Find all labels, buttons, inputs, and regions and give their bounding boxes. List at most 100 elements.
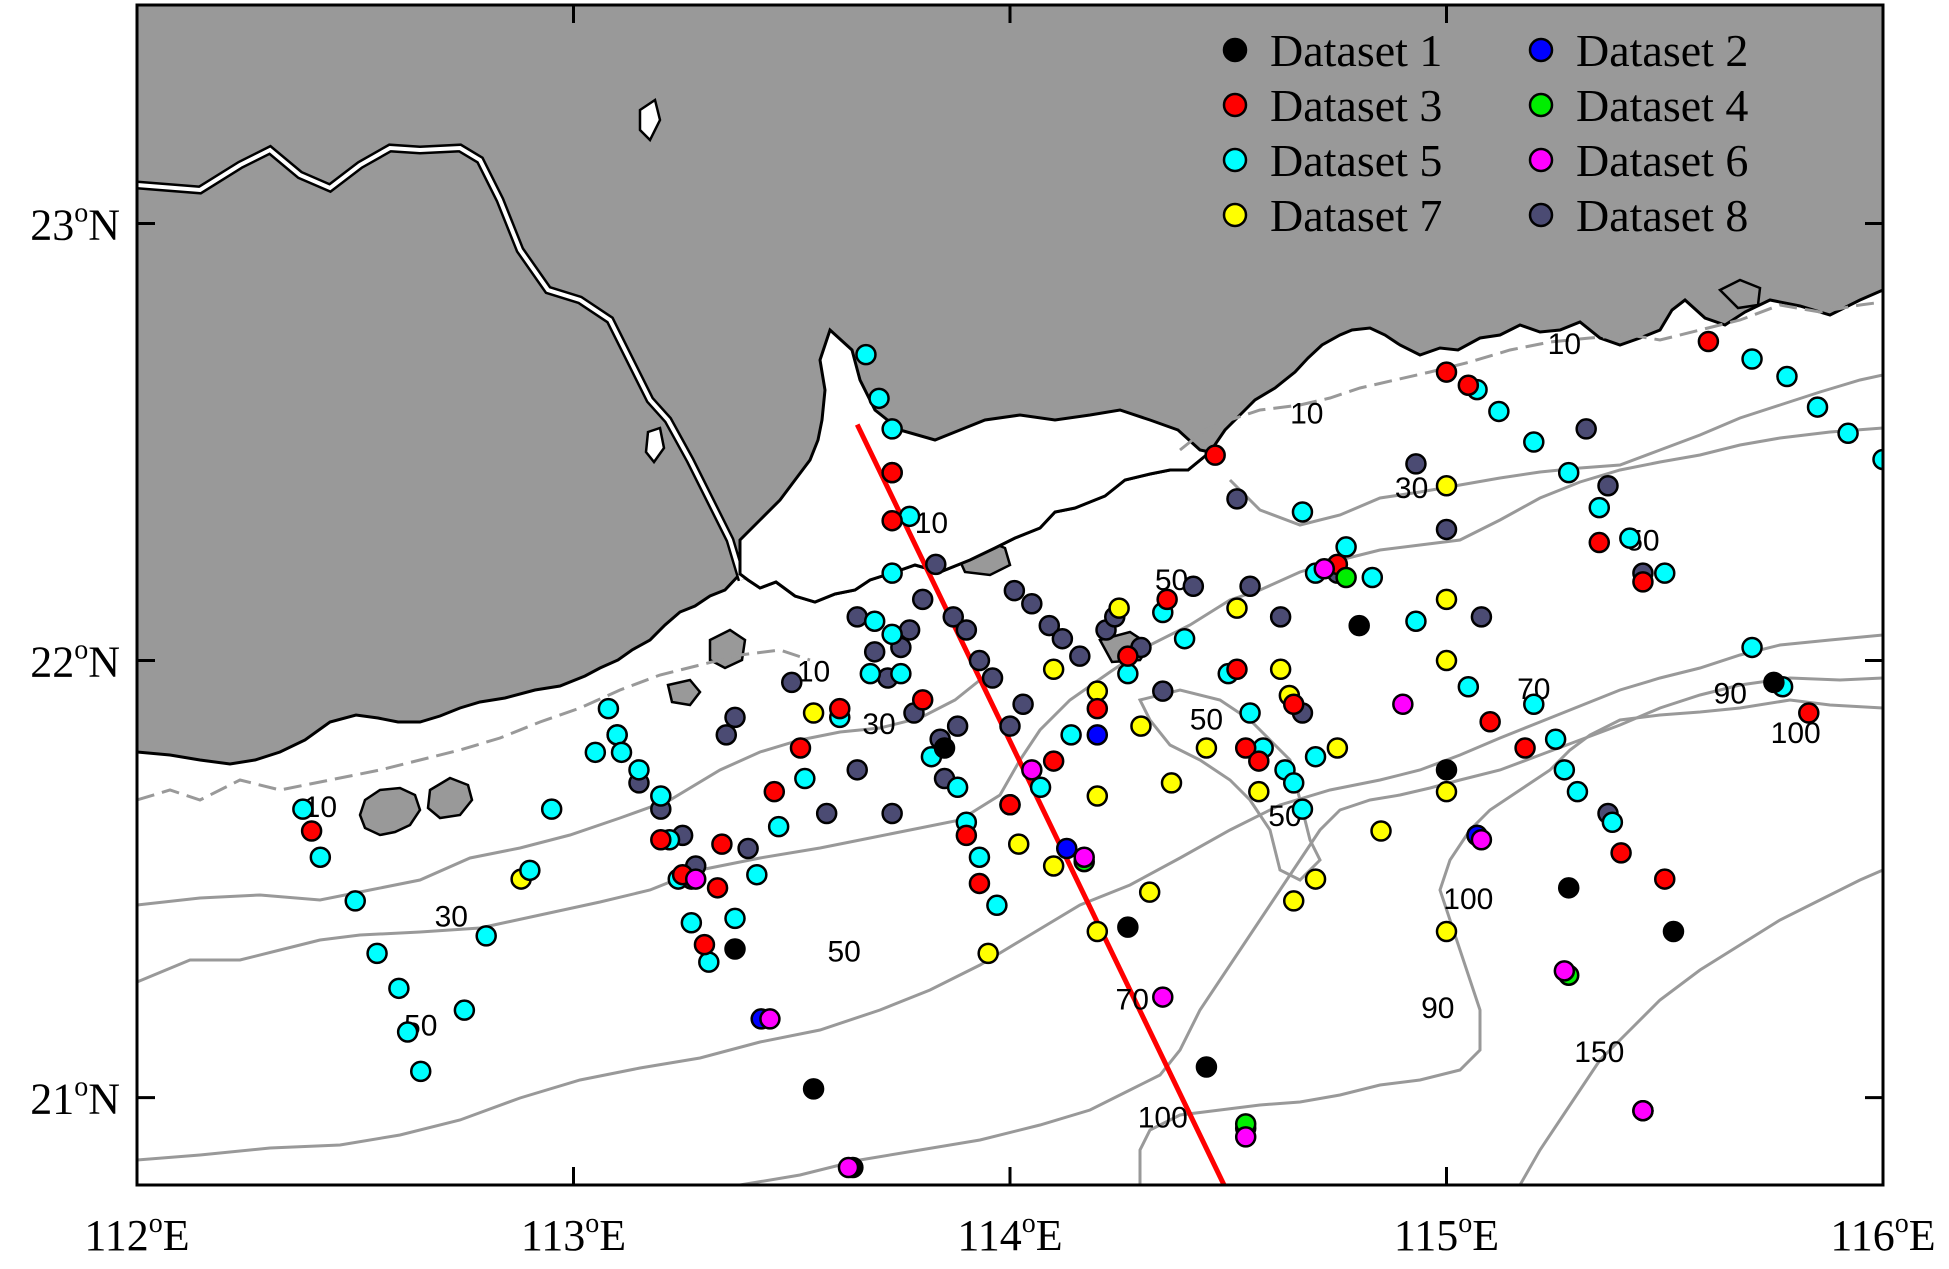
station-marker-d7 — [1435, 780, 1458, 803]
station-marker-d7 — [1042, 855, 1065, 877]
station-marker-d5 — [366, 942, 388, 965]
isobath-label: 150 — [1574, 1036, 1624, 1069]
station-marker-d3 — [1697, 330, 1720, 353]
station-marker-d1 — [1662, 920, 1685, 943]
island — [1717, 278, 1762, 310]
station-marker-d7 — [1086, 680, 1109, 702]
isobath-10 — [137, 648, 811, 802]
station-marker-d7 — [1108, 597, 1130, 619]
station-marker-d3 — [1514, 737, 1536, 759]
tick-hemisphere: E — [1472, 1211, 1499, 1260]
station-marker-d7 — [1226, 597, 1248, 619]
station-marker-d8 — [815, 802, 838, 825]
station-marker-d7 — [1160, 772, 1183, 794]
station-marker-d7 — [1248, 780, 1270, 803]
x-tick-label: 115oE — [1394, 1208, 1499, 1260]
station-marker-d6 — [1632, 1099, 1654, 1122]
station-marker-d3 — [1588, 531, 1611, 554]
river — [137, 145, 744, 581]
station-marker-d5 — [946, 776, 969, 799]
station-marker-d5 — [453, 999, 476, 1021]
station-marker-d6 — [1553, 960, 1576, 982]
station-marker-d5 — [610, 741, 633, 764]
station-marker-d6 — [1470, 828, 1493, 851]
degree-symbol: o — [1895, 1208, 1909, 1239]
legend-marker — [1528, 202, 1554, 228]
station-marker-d4 — [1335, 566, 1357, 589]
station-marker-d3 — [1479, 710, 1501, 733]
station-marker-d8 — [1152, 680, 1174, 702]
isobath-label: 50 — [827, 935, 860, 968]
degree-symbol: o — [149, 1208, 163, 1239]
station-marker-d5 — [863, 610, 886, 632]
station-marker-d5 — [1291, 501, 1314, 523]
station-marker-d2 — [1055, 837, 1078, 860]
station-marker-d3 — [763, 780, 786, 803]
station-marker-d8 — [1575, 418, 1597, 440]
tick-hemisphere: E — [163, 1211, 190, 1260]
station-marker-d5 — [1872, 448, 1883, 471]
legend-marker — [1528, 37, 1554, 63]
station-marker-d8 — [1012, 693, 1034, 716]
station-marker-d8 — [724, 706, 746, 729]
station-marker-d3 — [911, 689, 934, 711]
legend-label: Dataset 3 — [1270, 80, 1442, 131]
station-marker-d7 — [1435, 474, 1458, 497]
island — [666, 678, 702, 707]
station-marker-d6 — [1021, 759, 1043, 781]
x-tick-label: 116oE — [1830, 1208, 1935, 1260]
degree-symbol: o — [585, 1208, 599, 1239]
station-marker-d8 — [1239, 575, 1261, 598]
station-marker-d3 — [1282, 693, 1305, 716]
station-marker-d5 — [1741, 348, 1763, 370]
station-marker-d5 — [986, 894, 1008, 917]
legend-label: Dataset 8 — [1576, 190, 1748, 241]
degree-symbol: o — [74, 198, 88, 229]
station-marker-d5 — [584, 741, 607, 764]
isobath-label: 50 — [1190, 704, 1223, 737]
degree-symbol: o — [1022, 1208, 1036, 1239]
station-marker-d5 — [724, 907, 746, 930]
station-marker-d8 — [898, 619, 921, 641]
station-marker-d8 — [911, 588, 934, 611]
station-marker-d7 — [802, 702, 825, 724]
station-marker-d5 — [1117, 662, 1139, 685]
station-marker-d5 — [1553, 759, 1576, 781]
x-axis: 112oE 113oE 114oE 115oE 116oE — [84, 5, 1936, 1260]
station-marker-d8 — [846, 759, 868, 781]
isobath-label: 30 — [1395, 472, 1428, 505]
x-tick-label: 114oE — [957, 1208, 1062, 1260]
station-marker-d8 — [1405, 453, 1427, 475]
station-marker-d3 — [829, 697, 851, 720]
station-marker-d3 — [1435, 361, 1458, 383]
station-marker-d5 — [475, 925, 497, 947]
tick-hemisphere: N — [88, 638, 120, 687]
isobath-label: 30 — [862, 708, 895, 741]
station-marker-d6 — [837, 1156, 860, 1179]
station-marker-d5 — [868, 387, 890, 410]
station-marker-d5 — [1029, 776, 1052, 799]
legend-label: Dataset 1 — [1270, 25, 1442, 76]
station-marker-d5 — [1806, 396, 1829, 418]
station-marker-d1 — [1435, 759, 1458, 781]
station-marker-d8 — [1470, 606, 1493, 628]
legend-label: Dataset 4 — [1576, 80, 1748, 131]
station-marker-d5 — [881, 562, 903, 584]
station-marker-d8 — [1038, 614, 1061, 637]
station-marker-d3 — [693, 933, 716, 956]
station-marker-d7 — [1007, 833, 1030, 855]
isobath-label: 30 — [435, 900, 468, 933]
station-marker-d5 — [1060, 724, 1082, 746]
station-marker-d7 — [1435, 588, 1458, 611]
station-marker-d5 — [1654, 562, 1676, 584]
station-marker-d6 — [684, 868, 707, 890]
station-marker-d6 — [1073, 846, 1095, 868]
station-marker-d5 — [1457, 676, 1480, 698]
isobath-30 — [137, 678, 981, 907]
station-marker-d7 — [1138, 881, 1161, 903]
isobath-label: 100 — [1138, 1101, 1188, 1134]
station-marker-d8 — [846, 606, 868, 628]
station-marker-d1 — [1117, 916, 1139, 938]
tick-hemisphere: N — [88, 201, 120, 250]
